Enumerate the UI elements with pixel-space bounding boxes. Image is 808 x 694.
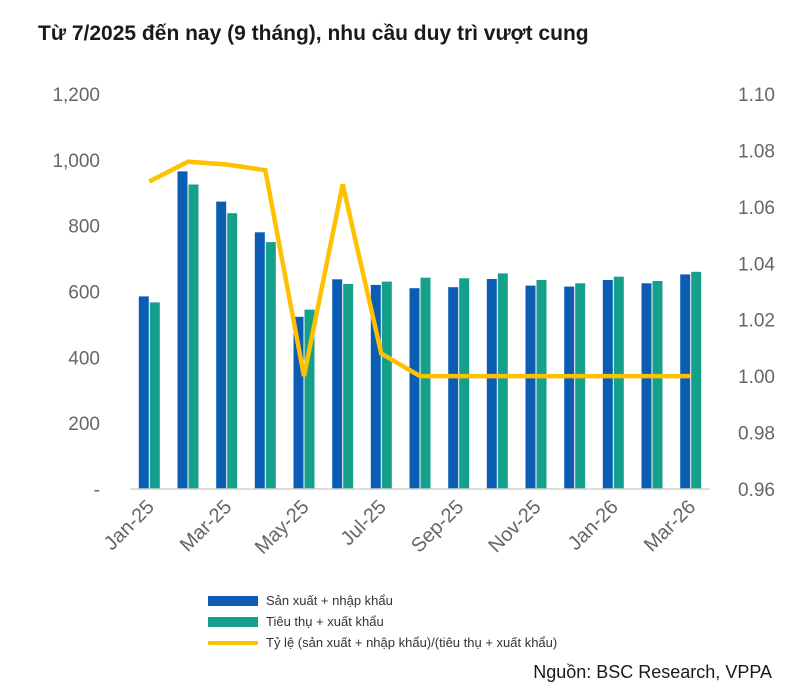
bar-demand-Apr-25 [265, 242, 276, 489]
bar-demand-Aug-25 [420, 277, 431, 489]
ratio-line [148, 159, 691, 379]
x-tick-label: Mar-25 [176, 496, 236, 556]
bar-demand-Jan-26 [613, 276, 624, 489]
right-tick-label: 1.04 [738, 254, 775, 275]
bar-demand-May-25 [304, 309, 315, 489]
bar-demand-Dec-25 [575, 283, 586, 489]
legend-label-demand: Tiêu thụ + xuất khẩu [266, 614, 384, 629]
bars-layer [138, 171, 702, 490]
bar-supply-Jan-25 [138, 296, 149, 489]
bar-supply-Oct-25 [486, 279, 497, 489]
chart-title: Từ 7/2025 đến nay (9 tháng), nhu cầu duy… [38, 22, 589, 45]
legend-swatch-supply [208, 595, 258, 606]
bar-supply-Jun-25 [332, 279, 343, 489]
bar-supply-Apr-25 [254, 232, 265, 490]
bar-supply-Aug-25 [409, 288, 420, 489]
right-tick-label: 1.00 [738, 367, 775, 388]
left-tick-label: 800 [68, 217, 100, 238]
legend-label-supply: Sản xuất + nhập khẩu [266, 593, 393, 608]
left-tick-label: - [94, 480, 100, 501]
right-tick-label: 0.98 [738, 424, 775, 445]
bar-demand-Feb-25 [188, 184, 199, 489]
source-note: Nguồn: BSC Research, VPPA [533, 662, 772, 682]
bar-supply-Nov-25 [525, 285, 536, 489]
bar-supply-May-25 [293, 316, 304, 489]
bar-supply-Sep-25 [448, 287, 459, 489]
left-tick-label: 400 [68, 348, 100, 369]
left-tick-label: 600 [68, 283, 100, 304]
right-axis-ticks: 0.96 0.98 1.00 1.02 1.04 1.06 1.08 1.10 [738, 85, 775, 501]
legend-item-demand: Tiêu thụ + xuất khẩu [208, 611, 557, 632]
x-tick-label: Jan-25 [100, 496, 159, 555]
bar-supply-Jul-25 [370, 284, 381, 489]
bar-demand-Feb-26 [652, 281, 663, 489]
bar-supply-Feb-26 [641, 283, 652, 489]
x-axis-ticks: Jan-25 Mar-25 May-25 Jul-25 Sep-25 Nov-25 Jan-… [100, 496, 700, 559]
right-tick-label: 1.06 [738, 198, 775, 219]
legend-label-ratio: Tỷ lệ (sản xuất + nhập khẩu)/(tiêu thụ +… [266, 635, 558, 650]
bar-demand-Jul-25 [381, 281, 392, 489]
x-tick-label: Mar-26 [640, 496, 700, 556]
bar-supply-Mar-26 [680, 274, 691, 489]
bar-supply-Dec-25 [564, 286, 575, 489]
right-tick-label: 0.96 [738, 480, 775, 501]
legend-item-ratio: Tỷ lệ (sản xuất + nhập khẩu)/(tiêu thụ +… [208, 632, 557, 653]
bar-demand-Jan-25 [149, 302, 160, 489]
bar-demand-Nov-25 [536, 280, 547, 489]
bar-supply-Jan-26 [602, 280, 613, 489]
legend-swatch-demand [208, 616, 258, 627]
bar-supply-Mar-25 [216, 201, 227, 489]
x-tick-label: Nov-25 [484, 496, 545, 557]
bar-demand-Sep-25 [459, 278, 470, 489]
left-tick-label: 200 [68, 414, 100, 435]
bar-demand-Jun-25 [343, 283, 354, 489]
legend-swatch-ratio [208, 640, 258, 645]
bar-demand-Mar-26 [691, 271, 702, 490]
bar-demand-Mar-25 [227, 213, 238, 489]
bar-supply-Feb-25 [177, 171, 188, 489]
right-tick-label: 1.10 [738, 85, 775, 106]
x-tick-label: Jul-25 [337, 496, 391, 550]
ratio-line-layer [148, 159, 691, 379]
legend-item-supply: Sản xuất + nhập khẩu [208, 590, 557, 611]
left-axis-ticks: - 200 400 600 800 1,000 1,200 [52, 85, 100, 501]
left-tick-label: 1,200 [52, 85, 100, 106]
legend: Sản xuất + nhập khẩu Tiêu thụ + xuất khẩ… [208, 590, 557, 653]
x-tick-label: Jan-26 [564, 496, 623, 555]
right-tick-label: 1.02 [738, 311, 775, 332]
left-tick-label: 1,000 [52, 151, 100, 172]
right-tick-label: 1.08 [738, 141, 775, 162]
x-tick-label: May-25 [251, 496, 314, 559]
bar-demand-Oct-25 [497, 273, 508, 489]
x-tick-label: Sep-25 [407, 496, 468, 557]
